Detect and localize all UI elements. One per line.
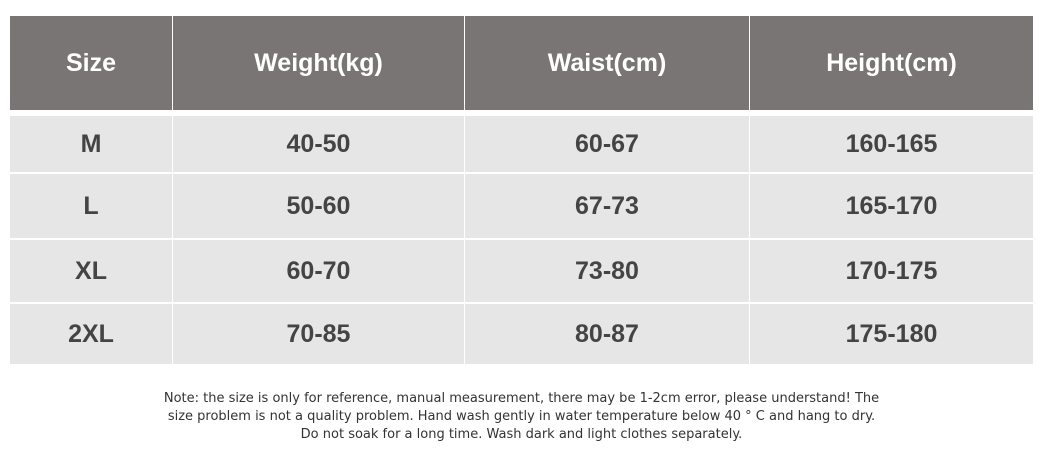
table-cell: 170-175 — [750, 240, 1033, 302]
note-line: size problem is not a quality problem. H… — [167, 409, 876, 424]
note: Note: the size is only for reference, ma… — [0, 390, 1043, 444]
table-cell: 165-170 — [750, 174, 1033, 238]
header-cell: Waist(cm) — [465, 16, 749, 110]
note-line: Do not soak for a long time. Wash dark a… — [300, 427, 743, 442]
table-cell: 70-85 — [173, 304, 464, 364]
table-cell: 2XL — [10, 304, 172, 364]
header-cell: Weight(kg) — [173, 16, 464, 110]
note-line: Note: the size is only for reference, ma… — [163, 391, 880, 406]
table-cell: 80-87 — [465, 304, 749, 364]
table-cell: 50-60 — [173, 174, 464, 238]
table-cell: 73-80 — [465, 240, 749, 302]
table-cell: 40-50 — [173, 116, 464, 172]
header-cell: Size — [10, 16, 172, 110]
table-cell: 67-73 — [465, 174, 749, 238]
table-cell: 175-180 — [750, 304, 1033, 364]
table-cell: 60-70 — [173, 240, 464, 302]
table-cell: L — [10, 174, 172, 238]
table-cell: M — [10, 116, 172, 172]
table-cell: 60-67 — [465, 116, 749, 172]
table-cell: XL — [10, 240, 172, 302]
header-cell: Height(cm) — [750, 16, 1033, 110]
table-cell: 160-165 — [750, 116, 1033, 172]
